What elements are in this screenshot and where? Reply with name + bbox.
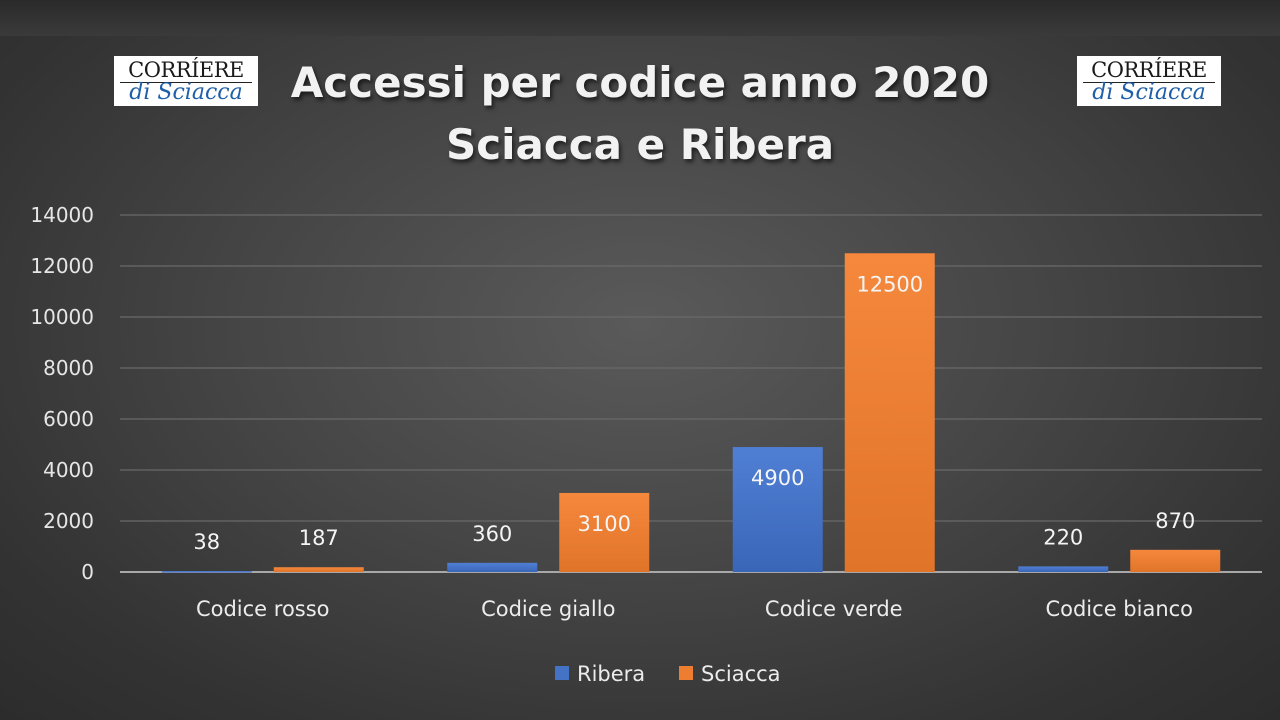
chart-title-line1: Accessi per codice anno 2020 [290,58,990,107]
legend-swatch-sciacca [679,666,693,680]
logo-left-rule [120,82,252,83]
category-label: Codice verde [765,597,903,621]
data-label: 12500 [856,272,923,296]
logo-right-rule [1083,82,1215,83]
legend-label-sciacca: Sciacca [701,662,781,686]
y-tick-label: 10000 [30,305,94,329]
data-label: 220 [1043,525,1083,549]
legend-swatch-ribera [555,666,569,680]
data-label: 4900 [751,466,804,490]
x-axis-categories: Codice rosso Codice giallo Codice verde Cod… [196,597,1193,621]
logo-left-line2: di Sciacca [129,80,243,105]
legend-label-ribera: Ribera [577,662,645,686]
data-label: 38 [193,530,220,554]
legend: Ribera Sciacca [555,662,781,686]
data-label: 870 [1155,509,1195,533]
bar-sciacca-2 [844,253,935,572]
category-label: Codice giallo [481,597,615,621]
data-label: 3100 [578,512,631,536]
bars [161,253,1221,573]
y-tick-label: 6000 [43,407,94,431]
y-tick-label: 4000 [43,458,94,482]
data-label: 187 [299,526,339,550]
y-tick-label: 14000 [30,203,94,227]
y-tick-label: 2000 [43,509,94,533]
logo-right-line1: CORRÍERE [1091,58,1207,82]
data-label: 360 [472,522,512,546]
category-label: Codice rosso [196,597,330,621]
logo-right-line2: di Sciacca [1092,80,1206,105]
y-tick-label: 8000 [43,356,94,380]
bar-ribera-0 [161,571,252,573]
bar-sciacca-3 [1130,549,1221,572]
bar-sciacca-1 [559,492,650,572]
category-label: Codice bianco [1045,597,1193,621]
bar-ribera-1 [447,562,538,572]
bar-ribera-3 [1018,566,1109,572]
data-labels: 38 187 360 3100 4900 12500 220 870 [193,272,1195,554]
y-tick-label: 0 [81,560,94,584]
logo-left-line1: CORRÍERE [128,58,244,82]
logo-right: CORRÍERE di Sciacca [1077,56,1221,106]
chart-title-line2: Sciacca e Ribera [445,120,835,169]
bar-ribera-2 [732,447,823,572]
top-band [0,0,1280,36]
gridlines [120,214,1262,573]
logo-left: CORRÍERE di Sciacca [114,56,258,106]
y-tick-label: 12000 [30,254,94,278]
chart-title: Accessi per codice anno 2020 Sciacca e R… [0,52,1280,176]
y-axis-ticks: 0 2000 4000 6000 8000 10000 12000 14000 [30,203,94,584]
bar-sciacca-0 [273,567,364,572]
